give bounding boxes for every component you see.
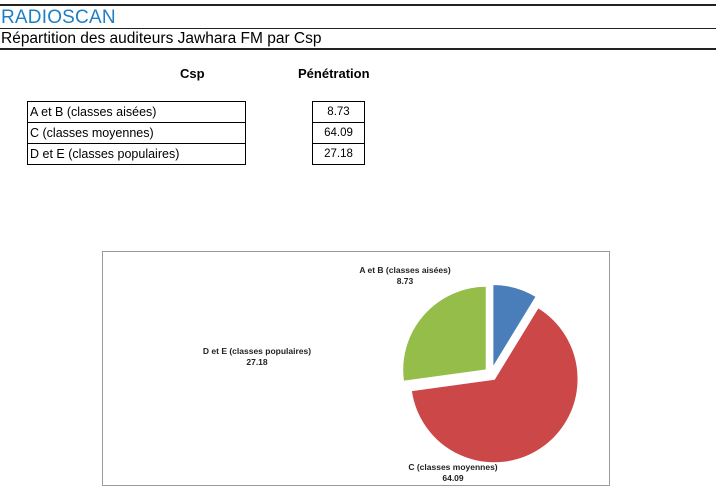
column-header-penetration: Pénétration <box>298 66 370 81</box>
category-cell: D et E (classes populaires) <box>27 143 246 165</box>
data-label-value: 64.09 <box>442 473 464 483</box>
data-label-name: A et B (classes aisées) <box>359 265 451 275</box>
pie-slice-a-et-b <box>491 283 538 371</box>
table-row: D et E (classes populaires) <box>27 143 246 165</box>
data-label-value: 27.18 <box>246 357 268 367</box>
table-row: 8.73 <box>312 101 365 123</box>
value-cell: 64.09 <box>312 122 365 144</box>
page-subtitle: Répartition des auditeurs Jawhara FM par… <box>1 30 322 47</box>
brand-bar: RADIOSCAN <box>0 4 716 28</box>
table-row: C (classes moyennes) <box>27 122 246 144</box>
pie-chart-container: A et B (classes aisées) 8.73 C (classes mo… <box>102 251 610 486</box>
data-label-a-et-b: A et B (classes aisées)8.73 <box>359 265 451 286</box>
value-cell: 27.18 <box>312 143 365 165</box>
value-table: 8.73 64.09 27.18 <box>312 101 365 165</box>
category-cell: A et B (classes aisées) <box>27 101 246 123</box>
data-label-value: 8.73 <box>397 276 414 286</box>
brand-title: RADIOSCAN <box>1 7 116 28</box>
pie-slice-c <box>410 306 579 464</box>
pie-slice-d-et-e <box>401 285 488 383</box>
data-label-name: D et E (classes populaires) <box>203 346 311 356</box>
data-label-c: C (classes moyennes)64.09 <box>408 462 497 483</box>
subtitle-bar: Répartition des auditeurs Jawhara FM par… <box>0 28 716 50</box>
value-cell: 8.73 <box>312 101 365 123</box>
table-row: A et B (classes aisées) <box>27 101 246 123</box>
category-table: A et B (classes aisées) C (classes moyen… <box>27 101 246 165</box>
category-cell: C (classes moyennes) <box>27 122 246 144</box>
table-row: 64.09 <box>312 122 365 144</box>
data-label-name: C (classes moyennes) <box>408 462 497 472</box>
pie-chart: A et B (classes aisées)8.73 C (classes mo… <box>203 265 579 483</box>
data-label-d-et-e: D et E (classes populaires)27.18 <box>203 346 311 367</box>
table-row: 27.18 <box>312 143 365 165</box>
column-header-csp: Csp <box>180 66 205 81</box>
